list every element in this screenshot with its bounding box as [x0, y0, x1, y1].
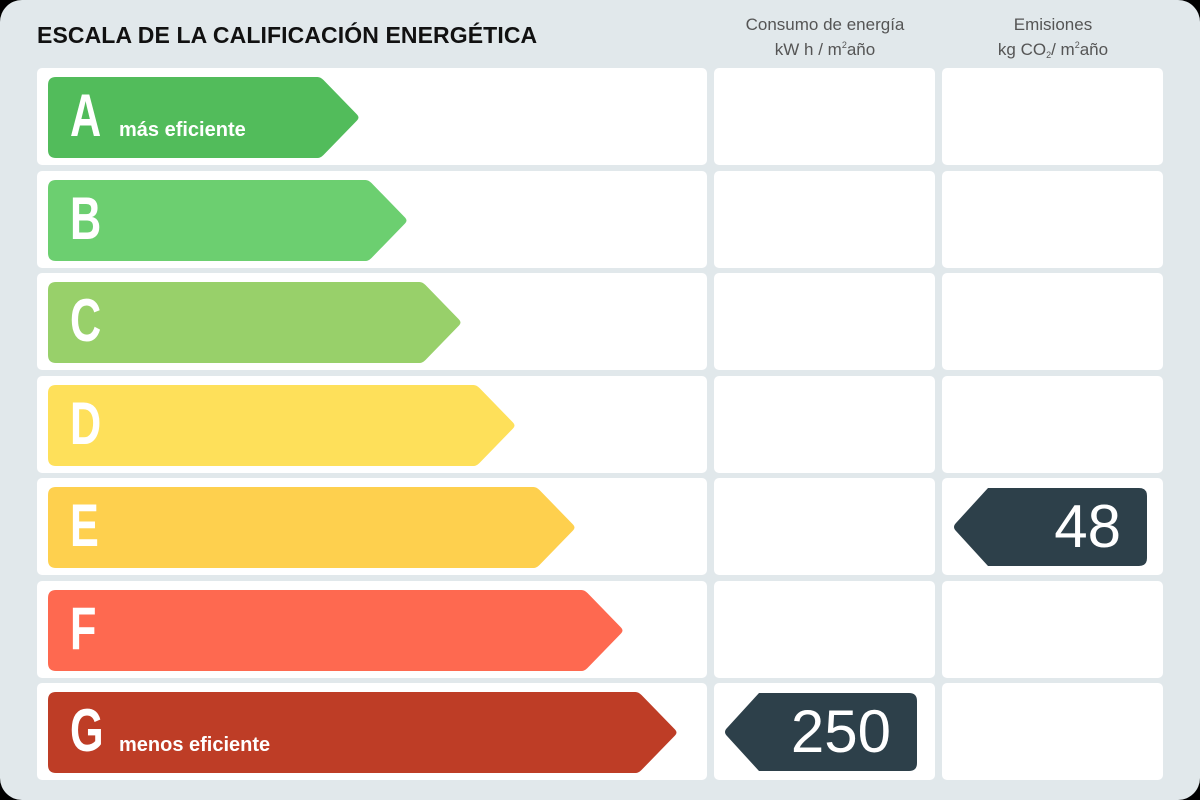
emisiones-cell-d — [942, 376, 1163, 473]
rating-sublabel: más eficiente — [119, 119, 246, 141]
pointer-tag-icon — [725, 693, 917, 771]
rating-letter: C — [70, 287, 102, 354]
emisiones-header-label: Emisiones — [1013, 15, 1093, 34]
rating-sublabel: menos eficiente — [119, 734, 271, 756]
arrow-shape-icon — [48, 77, 359, 158]
consumo-value-tag: 250 — [723, 693, 917, 771]
rating-letter: F — [70, 595, 97, 662]
consumo-cell-d — [714, 376, 935, 473]
unit-text: año — [846, 40, 876, 59]
column-header-emisiones: Emisiones kg CO2/ m2año — [942, 14, 1164, 66]
consumo-cell-f — [714, 581, 935, 678]
emisiones-value-tag: 48 — [952, 488, 1147, 566]
rating-bar-d: D — [48, 385, 516, 466]
rating-letter: E — [70, 492, 99, 559]
rating-letter: D — [70, 390, 102, 457]
consumo-header-unit: kW h / m2año — [714, 35, 936, 60]
rating-letter: G — [70, 697, 104, 764]
consumo-value: 250 — [790, 698, 891, 765]
consumo-cell-a — [714, 68, 935, 165]
arrow-shape-icon — [48, 590, 623, 671]
emisiones-cell-f — [942, 581, 1163, 678]
emisiones-header-unit: kg CO2/ m2año — [942, 35, 1164, 66]
emisiones-cell-b — [942, 171, 1163, 268]
unit-sub: 2 — [1046, 50, 1052, 60]
emisiones-cell-g — [942, 683, 1163, 780]
consumo-cell-e — [714, 478, 935, 575]
unit-text: kg CO — [997, 40, 1047, 59]
rating-letter: B — [70, 185, 102, 252]
emisiones-cell-a — [942, 68, 1163, 165]
emisiones-cell-c — [942, 273, 1163, 370]
arrow-shape-icon — [48, 487, 575, 568]
arrow-shape-icon — [48, 180, 407, 261]
rating-bar-c: C — [48, 282, 462, 363]
emisiones-value: 48 — [1054, 493, 1121, 560]
unit-sup: 2 — [1074, 40, 1080, 50]
pointer-tag-icon — [954, 488, 1147, 566]
rating-bar-f: F — [48, 590, 624, 671]
arrow-shape-icon — [48, 385, 515, 466]
consumo-header-label: Consumo de energía — [745, 15, 905, 34]
arrow-shape-icon — [48, 692, 677, 773]
arrow-shape-icon — [48, 282, 461, 363]
column-header-consumo: Consumo de energía kW h / m2año — [714, 14, 936, 60]
consumo-cell-b — [714, 171, 935, 268]
rating-bar-e: E — [48, 487, 576, 568]
rating-bar-b: B — [48, 180, 408, 261]
page-title: ESCALA DE LA CALIFICACIÓN ENERGÉTICA — [37, 22, 538, 48]
unit-text: / m — [1051, 40, 1075, 59]
unit-text: kW h / m — [774, 40, 842, 59]
consumo-cell-c — [714, 273, 935, 370]
unit-text: año — [1079, 40, 1109, 59]
unit-sup: 2 — [841, 40, 847, 50]
rating-letter: A — [70, 82, 102, 149]
